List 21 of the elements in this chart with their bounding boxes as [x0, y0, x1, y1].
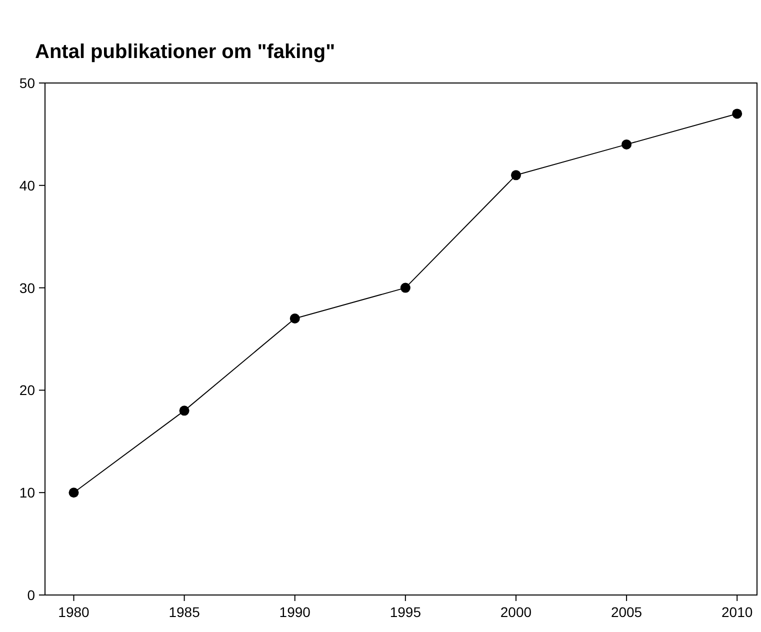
y-tick-label: 40 — [19, 177, 36, 194]
x-tick-label: 2000 — [500, 604, 532, 620]
point — [179, 406, 190, 416]
point — [622, 139, 632, 150]
y-tick-label: 30 — [19, 280, 36, 296]
point — [68, 488, 79, 498]
point — [400, 282, 410, 293]
x-tick-label: 2010 — [722, 604, 753, 620]
chart-title: Antal publikationer om "faking" — [35, 41, 336, 63]
y-tick-label: 10 — [19, 484, 36, 501]
x-tick-label: 1990 — [279, 604, 311, 620]
x-tick-label: 1985 — [168, 604, 200, 620]
x-tick-label: 1995 — [390, 604, 422, 620]
y-tick-label: 20 — [19, 382, 36, 398]
point — [732, 108, 742, 119]
x-tick-label: 1980 — [58, 604, 90, 620]
y-tick-label: 0 — [27, 587, 36, 603]
point — [510, 170, 521, 180]
point — [290, 314, 300, 324]
x-tick-label: 2005 — [610, 604, 642, 620]
y-tick-label: 50 — [19, 75, 36, 91]
